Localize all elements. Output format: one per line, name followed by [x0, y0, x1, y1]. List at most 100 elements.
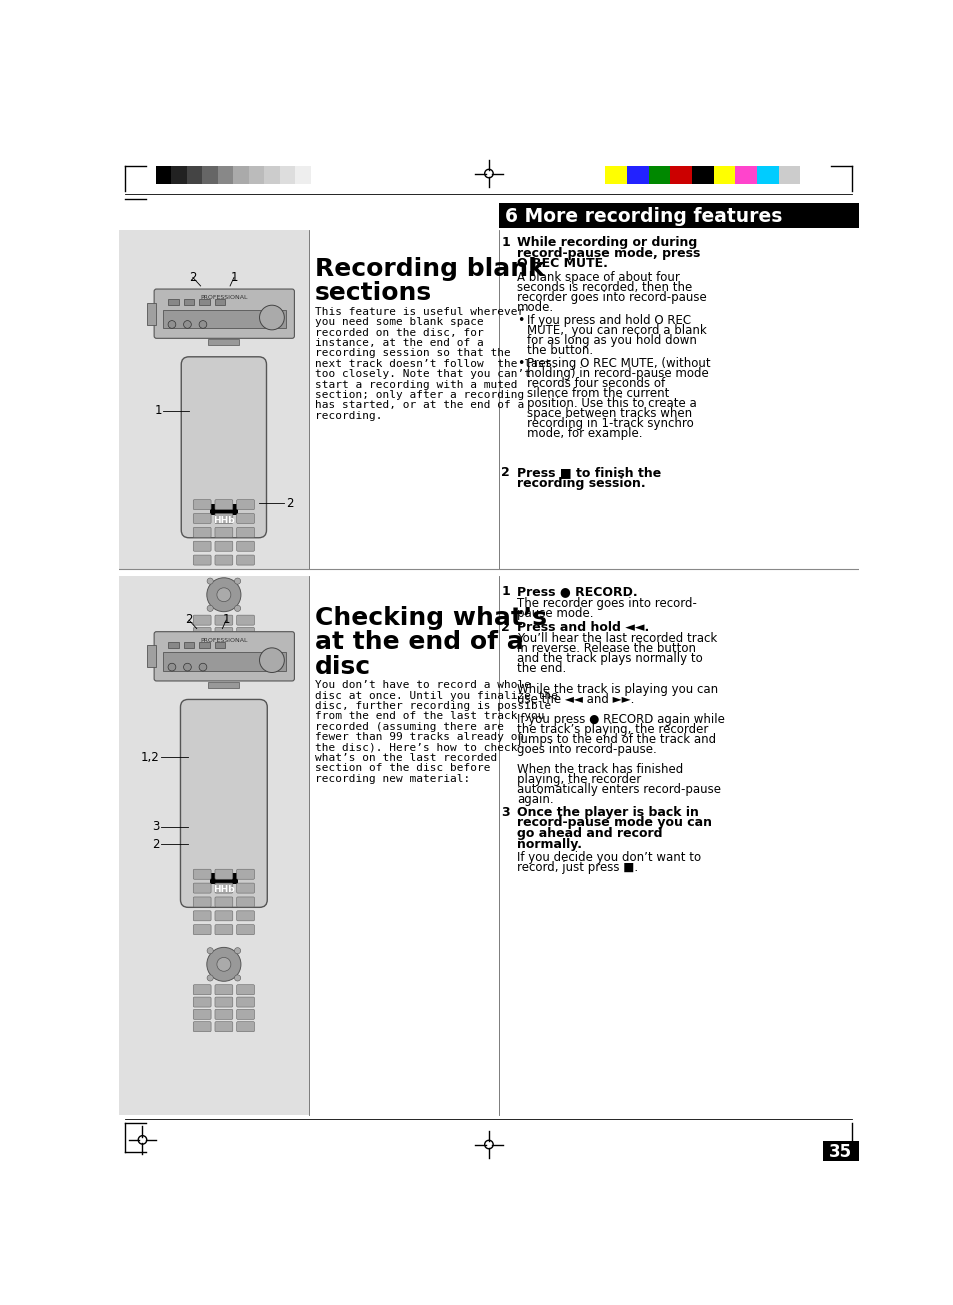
FancyBboxPatch shape [214, 513, 233, 523]
FancyBboxPatch shape [193, 925, 211, 934]
Circle shape [259, 647, 284, 672]
Text: recording new material:: recording new material: [314, 774, 469, 784]
Circle shape [207, 947, 213, 954]
Circle shape [216, 587, 231, 602]
FancyBboxPatch shape [214, 911, 233, 921]
Text: record-pause mode, press: record-pause mode, press [517, 247, 700, 260]
Text: recorder goes into record-pause: recorder goes into record-pause [517, 291, 706, 304]
Text: When the track has finished: When the track has finished [517, 762, 682, 775]
Text: This feature is useful wherever: This feature is useful wherever [314, 307, 523, 317]
FancyBboxPatch shape [214, 555, 233, 565]
Bar [735, 166, 757, 184]
FancyBboxPatch shape [236, 555, 254, 565]
FancyBboxPatch shape [236, 542, 254, 551]
Text: playing, the recorder: playing, the recorder [517, 773, 640, 786]
Text: has started, or at the end of a: has started, or at the end of a [314, 401, 523, 410]
Text: 2: 2 [500, 621, 510, 634]
FancyBboxPatch shape [193, 639, 211, 650]
Text: •: • [517, 313, 523, 326]
Text: sections: sections [314, 282, 431, 305]
Bar [199, 299, 210, 305]
Text: records four seconds of: records four seconds of [526, 377, 664, 390]
Text: 1: 1 [230, 270, 237, 283]
FancyBboxPatch shape [193, 911, 211, 921]
FancyBboxPatch shape [193, 1022, 211, 1032]
FancyBboxPatch shape [193, 869, 211, 880]
FancyBboxPatch shape [181, 356, 266, 538]
Text: HHb: HHb [213, 885, 234, 894]
Text: start a recording with a muted: start a recording with a muted [314, 380, 517, 389]
Text: too closely. Note that you can’t: too closely. Note that you can’t [314, 369, 530, 380]
FancyBboxPatch shape [193, 997, 211, 1007]
Circle shape [234, 947, 240, 954]
Text: disc, further recording is possible: disc, further recording is possible [314, 701, 550, 711]
FancyBboxPatch shape [236, 883, 254, 893]
Bar [498, 202, 858, 228]
FancyBboxPatch shape [236, 615, 254, 625]
Bar [199, 642, 210, 647]
FancyBboxPatch shape [236, 997, 254, 1007]
FancyBboxPatch shape [236, 652, 254, 662]
FancyBboxPatch shape [193, 628, 211, 637]
Text: Pressing O REC MUTE, (without: Pressing O REC MUTE, (without [526, 356, 710, 369]
Bar [214, 642, 225, 647]
Bar [162, 309, 286, 329]
Bar [294, 166, 311, 184]
Text: 1: 1 [500, 236, 510, 249]
FancyBboxPatch shape [193, 527, 211, 538]
Bar [168, 642, 179, 647]
FancyBboxPatch shape [214, 985, 233, 994]
Text: jumps to the end of the track and: jumps to the end of the track and [517, 732, 715, 745]
FancyBboxPatch shape [236, 911, 254, 921]
FancyBboxPatch shape [193, 555, 211, 565]
Text: If you press ● RECORD again while: If you press ● RECORD again while [517, 713, 724, 726]
Text: 1: 1 [222, 613, 230, 626]
Text: goes into record-pause.: goes into record-pause. [517, 743, 656, 756]
FancyBboxPatch shape [193, 615, 211, 625]
Bar [713, 166, 735, 184]
Text: recorded (assuming there are: recorded (assuming there are [314, 722, 503, 732]
FancyBboxPatch shape [236, 1022, 254, 1032]
FancyBboxPatch shape [236, 500, 254, 510]
Bar [208, 681, 239, 688]
Text: seconds is recorded, then the: seconds is recorded, then the [517, 281, 691, 294]
Circle shape [183, 663, 192, 671]
FancyBboxPatch shape [214, 883, 233, 893]
Circle shape [234, 578, 240, 585]
FancyBboxPatch shape [236, 869, 254, 880]
Bar [208, 339, 239, 346]
FancyBboxPatch shape [236, 639, 254, 650]
Circle shape [199, 663, 207, 671]
FancyBboxPatch shape [193, 500, 211, 510]
Text: You don’t have to record a whole: You don’t have to record a whole [314, 680, 530, 690]
Circle shape [168, 663, 175, 671]
Text: use the ◄◄ and ►►.: use the ◄◄ and ►►. [517, 693, 634, 706]
Text: Press and hold ◄◄.: Press and hold ◄◄. [517, 621, 648, 634]
FancyBboxPatch shape [154, 288, 294, 338]
Bar [648, 166, 670, 184]
Circle shape [168, 321, 175, 329]
Text: Checking what’s: Checking what’s [314, 606, 546, 629]
Bar [183, 299, 194, 305]
FancyBboxPatch shape [214, 1009, 233, 1019]
FancyBboxPatch shape [214, 527, 233, 538]
Text: PROFESSIONAL: PROFESSIONAL [200, 638, 248, 643]
Bar [279, 166, 294, 184]
Text: •: • [517, 356, 523, 369]
Text: the disc). Here’s how to check: the disc). Here’s how to check [314, 743, 517, 753]
FancyBboxPatch shape [214, 997, 233, 1007]
Bar [249, 166, 264, 184]
Text: 1,2: 1,2 [141, 750, 159, 763]
Bar [202, 166, 217, 184]
Bar [162, 652, 286, 671]
Text: fewer than 99 tracks already on: fewer than 99 tracks already on [314, 732, 523, 743]
FancyBboxPatch shape [214, 615, 233, 625]
Text: If you decide you don’t want to: If you decide you don’t want to [517, 851, 700, 864]
Bar [168, 299, 179, 305]
Text: disc at once. Until you finalize the: disc at once. Until you finalize the [314, 690, 557, 701]
Text: the track’s playing, the recorder: the track’s playing, the recorder [517, 723, 707, 736]
Bar [822, 1142, 858, 1161]
Text: the button.: the button. [526, 343, 593, 356]
Bar [670, 166, 691, 184]
FancyBboxPatch shape [236, 1009, 254, 1019]
